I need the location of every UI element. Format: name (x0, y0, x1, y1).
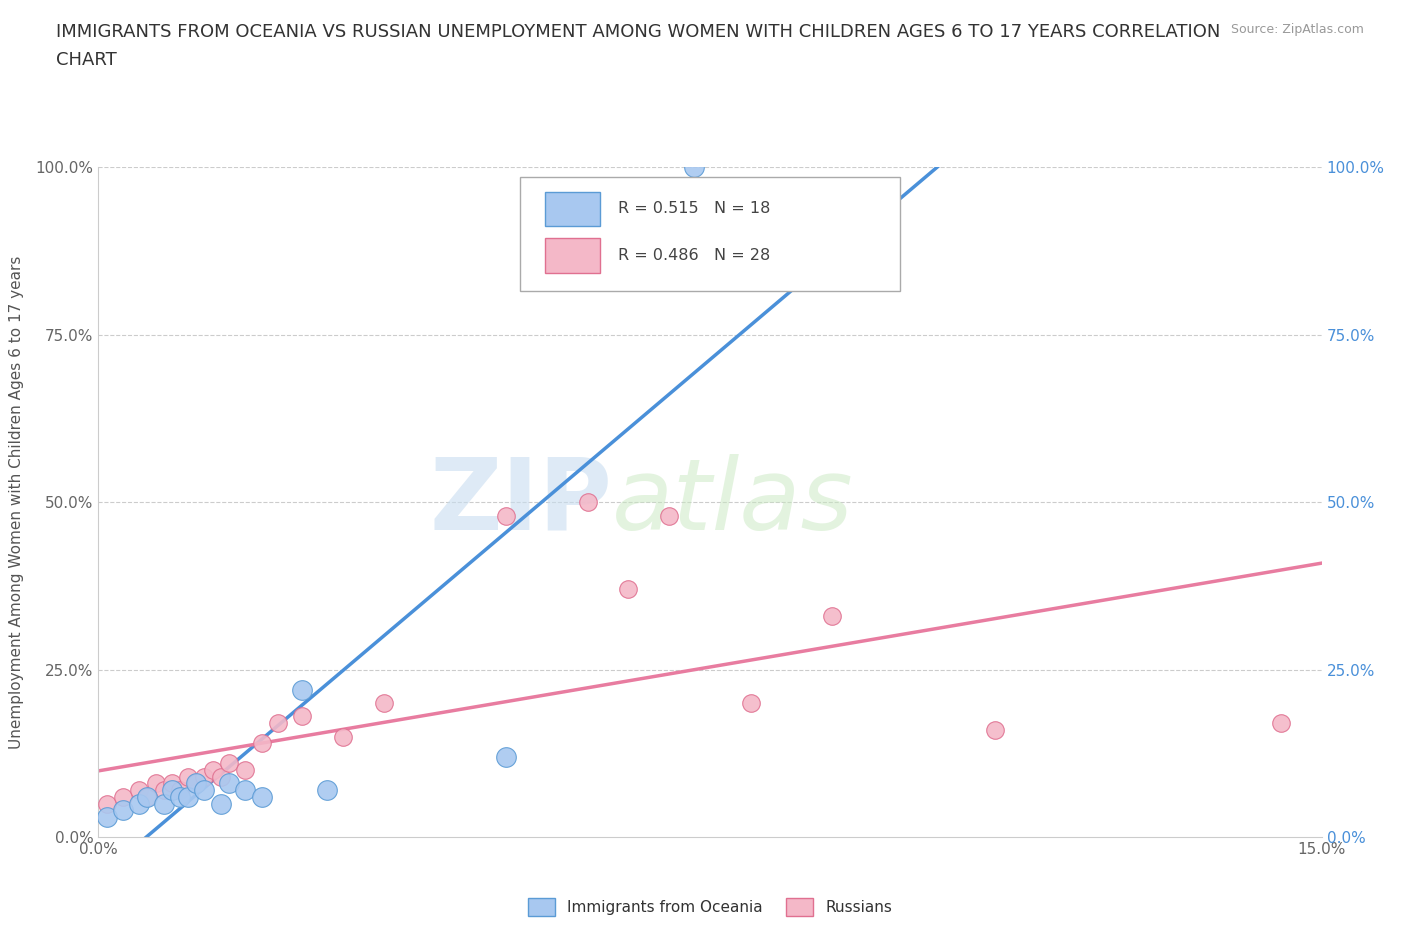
Point (218, 776, 240, 790)
Point (315, 783, 337, 798)
Point (250, 790, 273, 804)
Point (267, 716, 290, 731)
Point (291, 709, 314, 724)
FancyBboxPatch shape (546, 192, 600, 226)
Point (160, 783, 183, 798)
Point (291, 683, 314, 698)
Point (111, 803, 134, 817)
Point (186, 776, 208, 790)
Point (160, 776, 183, 790)
Point (740, 696, 762, 711)
Point (209, 796, 232, 811)
Point (169, 790, 191, 804)
Y-axis label: Unemployment Among Women with Children Ages 6 to 17 years: Unemployment Among Women with Children A… (10, 256, 24, 749)
Point (495, 508, 517, 523)
Point (332, 729, 354, 744)
Point (218, 756, 240, 771)
Point (576, 495, 599, 510)
Text: IMMIGRANTS FROM OCEANIA VS RUSSIAN UNEMPLOYMENT AMONG WOMEN WITH CHILDREN AGES 6: IMMIGRANTS FROM OCEANIA VS RUSSIAN UNEMP… (56, 23, 1220, 41)
Point (177, 769, 200, 784)
Text: atlas: atlas (612, 454, 853, 551)
Point (1270, 716, 1292, 731)
FancyBboxPatch shape (520, 178, 900, 291)
Point (495, 750, 517, 764)
Point (128, 796, 150, 811)
Point (209, 769, 232, 784)
Point (201, 763, 224, 777)
Point (96, 809, 118, 824)
Point (177, 790, 200, 804)
FancyBboxPatch shape (546, 238, 600, 273)
Point (193, 769, 215, 784)
Point (193, 783, 215, 798)
Point (96, 796, 118, 811)
Point (233, 783, 256, 798)
Point (128, 783, 150, 798)
Text: R = 0.486   N = 28: R = 0.486 N = 28 (619, 248, 770, 263)
Text: Source: ZipAtlas.com: Source: ZipAtlas.com (1230, 23, 1364, 36)
Legend: Immigrants from Oceania, Russians: Immigrants from Oceania, Russians (522, 892, 898, 923)
Text: R = 0.515   N = 18: R = 0.515 N = 18 (619, 202, 770, 217)
Point (233, 763, 256, 777)
Point (250, 736, 273, 751)
Point (373, 696, 395, 711)
Point (821, 608, 844, 623)
Point (152, 783, 174, 798)
Point (658, 508, 681, 523)
Point (145, 776, 167, 790)
Point (136, 790, 159, 804)
Point (186, 776, 208, 790)
Point (111, 790, 134, 804)
Point (984, 723, 1007, 737)
Text: ZIP: ZIP (429, 454, 612, 551)
Text: CHART: CHART (56, 51, 117, 69)
Point (152, 796, 174, 811)
Point (169, 783, 191, 798)
Point (617, 582, 640, 597)
Point (682, 160, 704, 175)
Point (136, 790, 159, 804)
